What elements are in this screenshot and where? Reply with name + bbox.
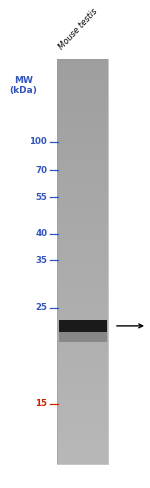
Text: 35: 35 [35, 256, 47, 265]
Text: MW
(kDa): MW (kDa) [9, 76, 37, 95]
Bar [58, 320, 106, 332]
Text: 100: 100 [30, 137, 47, 146]
Text: 70: 70 [35, 166, 47, 175]
Text: 15: 15 [35, 399, 47, 408]
Text: Mouse testis: Mouse testis [57, 7, 99, 51]
Bar [58, 332, 106, 342]
Text: 55: 55 [36, 193, 47, 202]
Text: 25: 25 [35, 303, 47, 312]
Text: 40: 40 [35, 229, 47, 239]
